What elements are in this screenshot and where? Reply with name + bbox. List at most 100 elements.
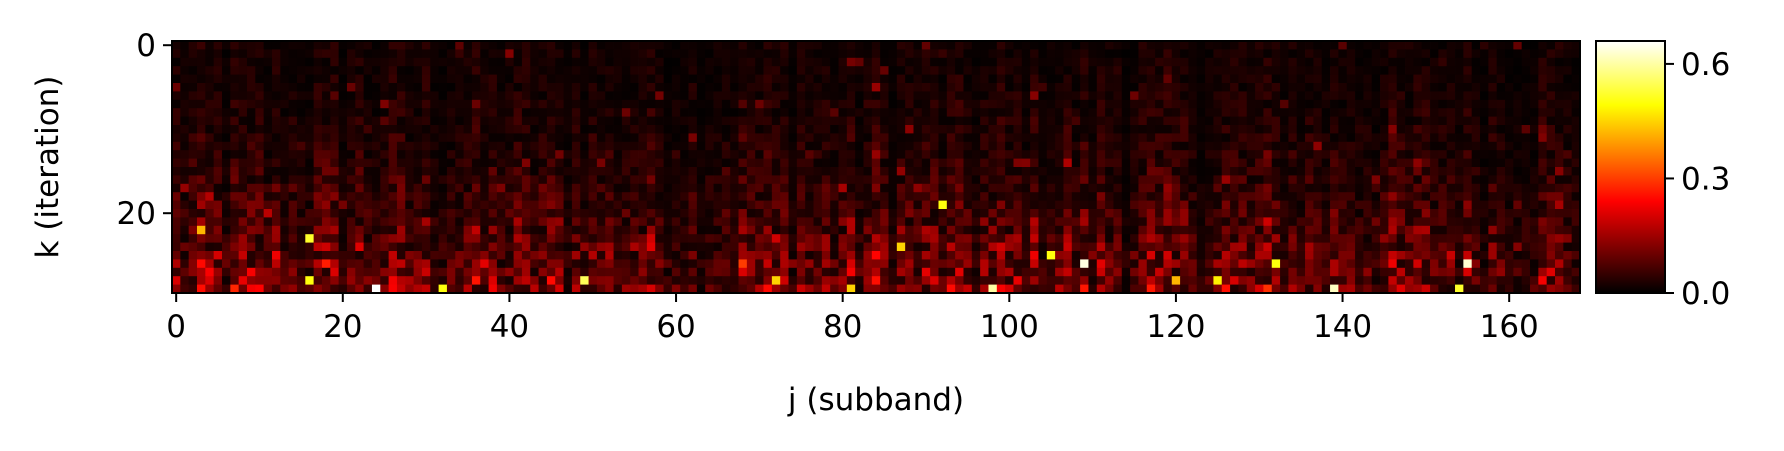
heatmap-cell (1321, 167, 1331, 176)
heatmap-cell (871, 41, 881, 50)
heatmap-cell (913, 49, 923, 59)
heatmap-cell (738, 83, 748, 92)
heatmap-cell (1563, 234, 1573, 243)
heatmap-cell (371, 217, 381, 227)
heatmap-cell (288, 225, 298, 235)
heatmap-cell (813, 108, 823, 117)
heatmap-cell (663, 66, 673, 75)
heatmap-cell (1130, 99, 1139, 109)
heatmap-cell (1405, 99, 1414, 109)
heatmap-cell (1221, 200, 1231, 210)
heatmap-cell (1030, 74, 1039, 84)
heatmap-cell (1280, 200, 1289, 210)
heatmap-cell (1305, 141, 1314, 151)
heatmap-cell (1480, 133, 1489, 143)
heatmap-cell (538, 251, 548, 260)
heatmap-cell (530, 276, 539, 285)
heatmap-cell (371, 200, 381, 210)
heatmap-cell (430, 91, 439, 101)
heatmap-cell (221, 41, 231, 50)
heatmap-cell (513, 276, 523, 285)
heatmap-cell (855, 91, 864, 101)
heatmap-cell (1171, 41, 1181, 50)
heatmap-cell (871, 150, 881, 159)
heatmap-cell (1371, 267, 1381, 277)
heatmap-cell (1563, 209, 1573, 218)
heatmap-cell (696, 116, 706, 126)
heatmap-cell (538, 276, 548, 285)
heatmap-cell (1205, 108, 1214, 117)
heatmap-cell (230, 234, 240, 243)
heatmap-cell (413, 91, 423, 101)
heatmap-cell (946, 175, 956, 185)
heatmap-cell (730, 125, 739, 134)
heatmap-cell (188, 108, 198, 117)
heatmap-cell (238, 267, 248, 277)
heatmap-cell (830, 267, 839, 277)
heatmap-cell (588, 276, 598, 285)
heatmap-cell (1280, 276, 1289, 285)
heatmap-cell (638, 267, 648, 277)
heatmap-cell (1255, 251, 1264, 260)
heatmap-cell (1363, 49, 1373, 59)
heatmap-cell (371, 116, 381, 126)
heatmap-cell (455, 276, 464, 285)
heatmap-cell (1538, 225, 1548, 235)
heatmap-cell (1455, 183, 1464, 193)
heatmap-cell (646, 133, 656, 143)
heatmap-cell (1405, 175, 1414, 185)
heatmap-cell (1063, 41, 1073, 50)
heatmap-cell (1280, 192, 1289, 201)
heatmap-cell (446, 99, 456, 109)
heatmap-cell (263, 41, 273, 50)
heatmap-cell (1496, 141, 1506, 151)
heatmap-cell (896, 284, 906, 294)
heatmap-cell (446, 66, 456, 75)
heatmap-cell (1313, 108, 1323, 117)
heatmap-cell (355, 192, 365, 201)
heatmap-cell (1488, 209, 1498, 218)
heatmap-cell (621, 150, 631, 159)
heatmap-cell (1555, 141, 1564, 151)
heatmap-cell (1388, 167, 1398, 176)
heatmap-cell (263, 284, 273, 294)
heatmap-cell (1496, 209, 1506, 218)
heatmap-cell (513, 242, 523, 252)
heatmap-cell (330, 91, 340, 101)
heatmap-cell (980, 108, 989, 117)
heatmap-cell (1230, 175, 1239, 185)
heatmap-cell (596, 74, 606, 84)
heatmap-cell (1496, 200, 1506, 210)
heatmap-cell (1446, 125, 1456, 134)
heatmap-cell (1563, 183, 1573, 193)
heatmap-cell (1105, 150, 1114, 159)
heatmap-cell (1005, 141, 1014, 151)
heatmap-cell (1555, 57, 1564, 67)
heatmap-cell (1330, 150, 1339, 159)
heatmap-cell (196, 141, 206, 151)
heatmap-cell (1121, 83, 1131, 92)
heatmap-cell (655, 41, 664, 50)
heatmap-cell (555, 225, 564, 235)
heatmap-cell (380, 267, 390, 277)
heatmap-cell (780, 150, 789, 159)
heatmap-cell (1246, 259, 1256, 269)
heatmap-cell (1521, 175, 1531, 185)
heatmap-cell (1113, 108, 1123, 117)
heatmap-cell (705, 116, 714, 126)
heatmap-cell (963, 234, 973, 243)
heatmap-cell (1213, 125, 1223, 134)
heatmap-cell (1188, 192, 1198, 201)
heatmap-cell (1171, 192, 1181, 201)
heatmap-cell (596, 183, 606, 193)
heatmap-cell (1330, 183, 1339, 193)
heatmap-cell (913, 276, 923, 285)
heatmap-cell (930, 267, 939, 277)
heatmap-cell (580, 108, 589, 117)
heatmap-cell (780, 133, 789, 143)
heatmap-cell (463, 91, 473, 101)
heatmap-cell (280, 99, 290, 109)
heatmap-cell (172, 267, 181, 277)
heatmap-cell (1288, 99, 1298, 109)
heatmap-cell (280, 183, 290, 193)
